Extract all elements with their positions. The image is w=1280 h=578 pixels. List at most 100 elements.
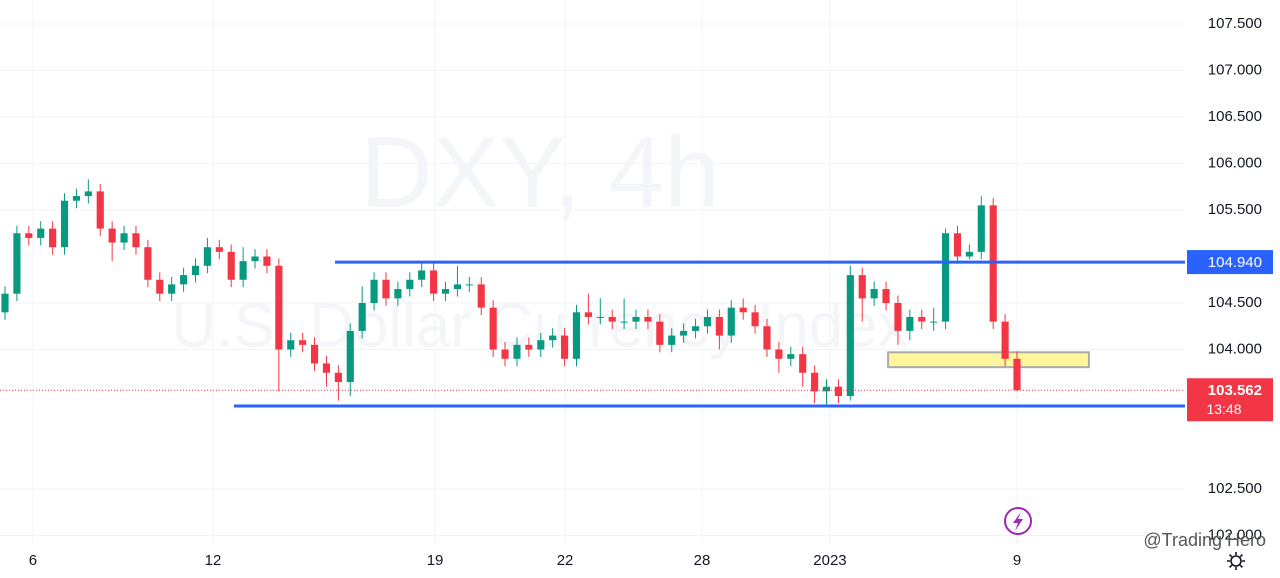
y-tick-label: 105.500: [1208, 201, 1262, 218]
candle-body: [310, 344, 319, 364]
candle-body: [358, 303, 366, 331]
candle-body: [644, 316, 652, 322]
candle-body: [370, 279, 378, 304]
candle-body: [346, 330, 354, 383]
candle-body: [263, 256, 271, 266]
candle-body: [60, 200, 69, 248]
zone: [887, 351, 1090, 369]
candle-body: [894, 303, 902, 331]
y-tick-label: 106.500: [1208, 108, 1262, 125]
candle-body: [680, 330, 688, 336]
candle-body: [953, 233, 962, 257]
candle-body: [620, 321, 628, 323]
x-tick-label: 2023: [813, 552, 846, 569]
candle-body: [834, 386, 842, 397]
y-tick-label: 106.000: [1208, 154, 1262, 171]
x-tick-label: 6: [29, 552, 37, 569]
watermark-title: DXY, 4h: [360, 116, 720, 228]
x-tick-label: 9: [1013, 552, 1021, 569]
countdown: 13:48: [1206, 401, 1241, 417]
candle-body: [513, 344, 521, 359]
candle-body: [25, 233, 33, 238]
y-tick-label: 104.500: [1208, 294, 1262, 311]
candle-body: [215, 247, 223, 252]
candle-body: [656, 321, 664, 345]
candle-body: [715, 316, 723, 336]
candle-body: [37, 228, 45, 238]
x-tick-label: 12: [205, 552, 222, 569]
candle-body: [477, 284, 485, 308]
candle-body: [775, 349, 783, 359]
candle-body: [977, 205, 985, 252]
candle-body: [49, 228, 57, 248]
candle-body: [108, 228, 116, 243]
candle-body: [727, 307, 735, 336]
candle-body: [465, 284, 473, 286]
x-tick-label: 19: [427, 552, 444, 569]
event-icon[interactable]: [1004, 507, 1032, 535]
candle-body: [941, 233, 950, 322]
candle-body: [489, 307, 497, 350]
candle-body: [453, 284, 461, 290]
y-tick-label: 104.000: [1208, 340, 1262, 357]
last-price-box: [1187, 378, 1273, 422]
candle-body: [287, 340, 295, 350]
candle-body: [1, 293, 9, 313]
candle-body: [584, 312, 592, 317]
lightning-icon: [1013, 512, 1023, 531]
candle-body: [739, 307, 747, 313]
settings-icon[interactable]: [1227, 552, 1245, 570]
candle-body: [180, 275, 188, 285]
candle-body: [203, 247, 211, 266]
candle-body: [275, 265, 283, 350]
candle-body: [1013, 358, 1021, 391]
plot: 102.000 102.500 104.000 104.500 105.500 106.0…: [0, 0, 1273, 569]
candle-body: [156, 279, 164, 294]
candle-body: [763, 326, 771, 350]
candle-body: [13, 233, 21, 294]
candle-body: [382, 279, 390, 299]
candle-body: [322, 363, 331, 373]
price-label-box: [1187, 250, 1273, 275]
candle-body: [1001, 321, 1009, 359]
candle-body: [822, 386, 831, 392]
last-price-label: 103.562: [1208, 382, 1262, 399]
candle-body: [787, 354, 795, 359]
candle-body: [608, 316, 616, 322]
candle-body: [120, 233, 128, 243]
price-label: 104.940: [1208, 254, 1262, 271]
candle-body: [537, 340, 545, 350]
y-tick-label: 107.500: [1208, 15, 1262, 32]
candle-body: [799, 354, 807, 373]
candle-body: [191, 265, 200, 276]
candle-body: [691, 326, 700, 331]
candle-body: [906, 316, 914, 331]
candle-body: [406, 279, 414, 290]
candle-body: [811, 372, 819, 392]
candle-body: [251, 256, 259, 262]
candle-body: [430, 270, 438, 294]
y-tick-label: 102.500: [1208, 480, 1262, 497]
candle-body: [299, 340, 307, 345]
candle-body: [334, 372, 342, 383]
candle-body: [596, 316, 604, 318]
candle-body: [418, 270, 426, 280]
candle-body: [144, 247, 152, 280]
candle-body: [846, 275, 854, 397]
y-tick-label: 102.000: [1208, 526, 1262, 543]
candle-body: [561, 335, 569, 359]
candle-body: [703, 316, 712, 327]
candle-body: [394, 289, 402, 299]
y-tick-label: 107.000: [1208, 61, 1262, 78]
candle-body: [501, 349, 509, 359]
candle-body: [918, 316, 926, 322]
candle-body: [96, 191, 104, 229]
candle-body: [239, 261, 247, 280]
candle-body: [549, 335, 557, 341]
candle-body: [930, 321, 938, 323]
candle-body: [632, 316, 640, 322]
candle-body: [572, 312, 581, 359]
candle-body: [441, 289, 450, 294]
candle-body: [525, 344, 533, 350]
